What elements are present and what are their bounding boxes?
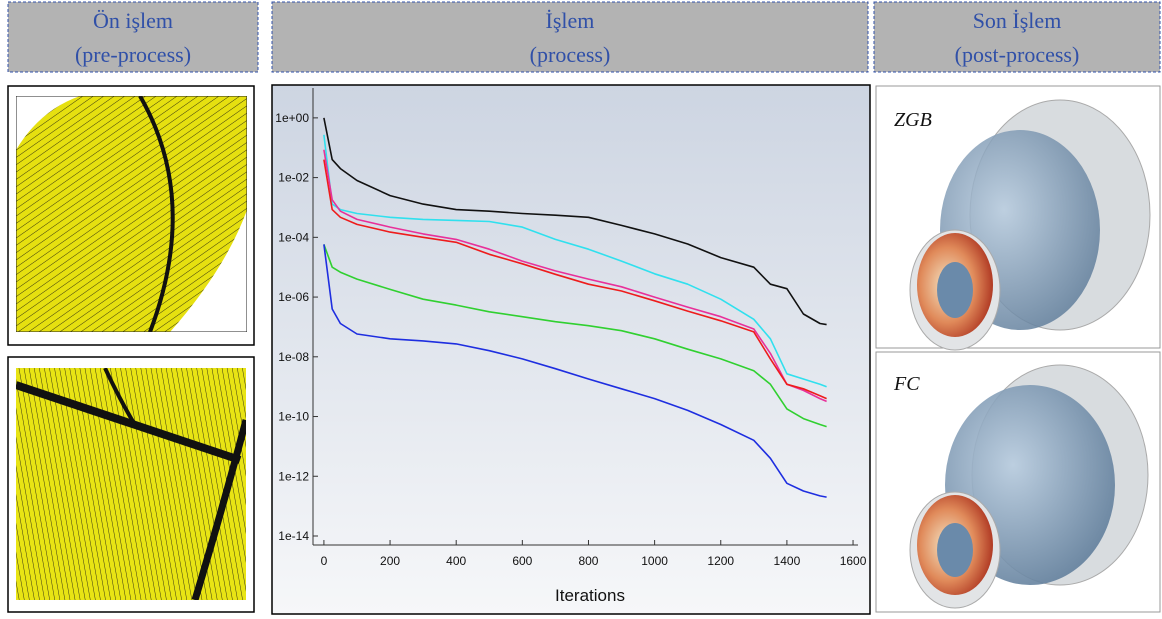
mesh-image xyxy=(7,85,255,346)
post-label: FC xyxy=(893,373,920,395)
header-subtitle: (post-process) xyxy=(955,42,1080,67)
header-title: Ön işlem xyxy=(93,8,173,33)
y-tick-label: 1e-08 xyxy=(278,350,309,364)
series-line xyxy=(323,159,827,400)
series-line xyxy=(323,149,827,403)
x-tick-label: 0 xyxy=(321,554,328,568)
x-tick-label: 200 xyxy=(380,554,400,568)
post-label: ZGB xyxy=(894,109,932,131)
header-title: Son İşlem xyxy=(973,8,1062,33)
header-box xyxy=(7,1,259,73)
y-tick-label: 1e+00 xyxy=(275,111,309,125)
y-tick-label: 1e-04 xyxy=(278,230,309,244)
x-tick-label: 800 xyxy=(578,554,598,568)
y-tick-label: 1e-02 xyxy=(278,171,309,185)
x-tick-label: 400 xyxy=(446,554,466,568)
x-tick-label: 600 xyxy=(512,554,532,568)
mesh-image xyxy=(7,356,255,613)
series-line xyxy=(323,117,827,326)
y-tick-label: 1e-14 xyxy=(278,529,309,543)
post-image: ZGB xyxy=(875,85,1161,351)
header-subtitle: (pre-process) xyxy=(75,42,191,67)
residual-chart: Iterations 1e+00 1e-02 1e-04 1e-06 1e-08 1e-1… xyxy=(275,88,867,605)
x-tick-label: 1400 xyxy=(774,554,801,568)
x-tick-label: 1600 xyxy=(840,554,867,568)
chart-panel xyxy=(271,84,871,615)
x-axis-label: Iterations xyxy=(555,586,625,605)
y-tick-label: 1e-10 xyxy=(278,410,309,424)
x-tick-label: 1200 xyxy=(707,554,734,568)
series-line xyxy=(323,134,827,388)
header-title: İşlem xyxy=(546,8,595,33)
header-box xyxy=(873,1,1161,73)
series-line xyxy=(323,244,827,428)
header-boxes: Ön işlem (pre-process) İşlem (process) S… xyxy=(7,1,1161,73)
header-box xyxy=(271,1,869,73)
y-tick-label: 1e-06 xyxy=(278,290,309,304)
series-line xyxy=(323,244,827,498)
x-tick-label: 1000 xyxy=(641,554,668,568)
header-subtitle: (process) xyxy=(530,42,611,67)
post-image: FC xyxy=(875,351,1161,613)
y-tick-label: 1e-12 xyxy=(278,469,309,483)
